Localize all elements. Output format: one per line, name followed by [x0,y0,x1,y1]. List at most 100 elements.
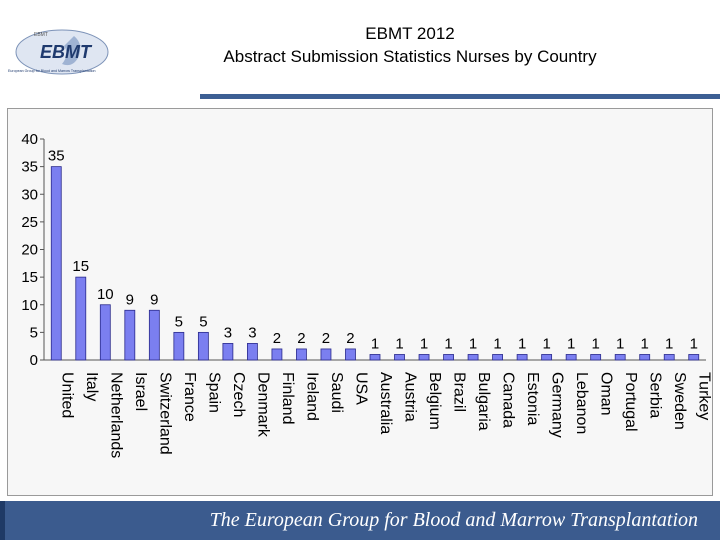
data-label: 2 [322,330,330,347]
bar [492,354,503,361]
logo-wordmark: EBMT [40,42,93,62]
data-label: 1 [371,335,379,352]
bar [124,309,136,361]
bar [443,354,454,361]
x-tick-label: Czech [230,372,247,417]
y-tick-label: 30 [21,186,38,203]
data-label: 3 [224,324,232,341]
bar-chart: 051015202530354035United15Italy10Netherl… [21,131,712,458]
bar [467,354,479,361]
data-label: 10 [97,286,114,303]
x-tick-label: Canada [500,372,517,428]
y-tick-label: 5 [30,324,38,341]
data-label: 1 [665,335,673,352]
bar [688,354,700,361]
data-label: 2 [297,330,305,347]
data-label: 1 [591,335,599,352]
x-tick-label: Portugal [622,372,639,432]
bar [99,304,111,361]
x-tick-label: USA [352,372,369,405]
bar [369,354,381,361]
footer-bar: The European Group for Blood and Marrow … [0,501,720,540]
x-tick-label: Germany [549,372,566,438]
bar [639,354,651,361]
data-label: 3 [248,324,256,341]
data-label: 5 [199,313,207,330]
chart-frame: 0 5 10 15 20 25 30 35 40 35 United 15 Italy 10 Netherl… [7,108,713,496]
data-label: 9 [150,291,158,308]
x-tick-label: Israel [132,372,149,411]
x-tick-label: Turkey [696,372,712,420]
data-label: 1 [420,335,428,352]
x-tick-label: Italy [83,372,100,401]
bar [271,348,283,361]
y-tick-label: 35 [21,159,38,176]
bar [345,348,356,361]
x-tick-label: Brazil [451,372,468,412]
x-tick-label: Oman [598,372,615,416]
data-label: 1 [493,335,501,352]
data-label: 1 [542,335,550,352]
ebmt-logo: EBMT EBMT European Group for Blood and M… [4,24,114,88]
title-line-1: EBMT 2012 [365,24,455,43]
data-label: 1 [616,335,624,352]
bar [197,331,209,361]
data-label: 1 [518,335,526,352]
bar [541,354,553,361]
y-tick-label: 15 [21,269,38,286]
x-tick-label: Switzerland [156,372,173,455]
x-tick-label: United [58,372,75,418]
y-tick-label: 10 [21,297,38,314]
bar [50,166,62,361]
bar [614,354,626,361]
bar [148,309,160,361]
x-tick-label: Lebanon [573,372,590,434]
data-label: 15 [72,258,89,275]
y-tick-label: 20 [21,242,38,259]
data-label: 2 [273,330,281,347]
page-title: EBMT 2012 Abstract Submission Statistics… [150,22,670,68]
bar [320,348,332,361]
x-tick-label: Saudi [328,372,345,413]
svg-text:EBMT: EBMT [34,32,48,38]
x-tick-label: Belgium [426,372,443,430]
x-tick-label: France [181,372,198,422]
data-label: 1 [641,335,649,352]
x-tick-label: Australia [377,372,394,434]
x-tick-label: Serbia [647,372,664,418]
y-tick-label: 0 [30,352,38,369]
bar [516,354,528,361]
x-tick-label: Denmark [254,372,271,438]
bar [565,354,577,361]
data-label: 2 [346,330,354,347]
bar [247,343,258,361]
x-tick-label: Finland [279,372,296,424]
footer-edge [0,501,5,540]
data-label: 1 [395,335,403,352]
bar [394,354,405,361]
bar [222,343,234,361]
bar [75,276,87,361]
bar [663,354,675,361]
x-tick-label: Netherlands [107,372,124,458]
x-tick-label: Estonia [524,372,541,425]
x-tick-label: Sweden [671,372,688,430]
bar [173,331,185,361]
data-label: 1 [567,335,575,352]
data-label: 5 [175,313,183,330]
title-line-2: Abstract Submission Statistics Nurses by… [223,47,597,66]
bar [590,354,602,361]
header-rule [200,94,720,99]
x-tick-label: Spain [205,372,222,413]
footer-text: The European Group for Blood and Marrow … [209,509,698,531]
bar [418,354,430,361]
data-label: 9 [126,291,134,308]
data-label: 35 [48,148,65,165]
logo-tagline: European Group for Blood and Marrow Tran… [8,69,96,73]
y-tick-label: 40 [21,131,38,148]
x-tick-label: Ireland [303,372,320,421]
bar [296,348,307,361]
x-tick-label: Austria [402,372,419,422]
x-tick-label: Bulgaria [475,372,492,431]
data-label: 1 [469,335,477,352]
